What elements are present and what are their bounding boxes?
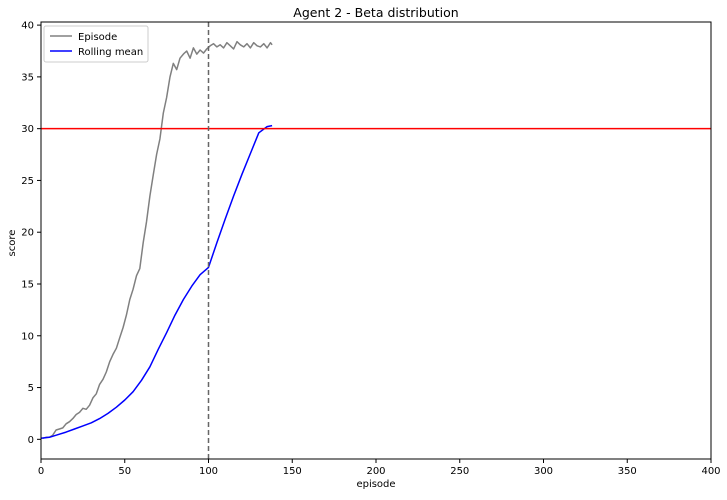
x-tick-label: 400 xyxy=(701,466,720,477)
y-tick-label: 25 xyxy=(21,176,34,187)
x-tick-label: 250 xyxy=(450,466,469,477)
x-tick-label: 50 xyxy=(118,466,131,477)
legend: Episode Rolling mean xyxy=(43,25,149,63)
y-tick-label: 35 xyxy=(21,72,34,83)
plot-area: 0 50 100 150 200 250 300 350 400 0 5 10 15 20 25 30 35 40 xyxy=(21,21,720,477)
series-line-rolling-mean xyxy=(40,124,273,440)
y-tick-label: 0 xyxy=(28,435,34,446)
legend-label-episode: Episode xyxy=(78,32,117,43)
y-tick-label: 30 xyxy=(21,124,34,135)
legend-frame xyxy=(43,25,149,63)
y-tick-label: 20 xyxy=(21,228,34,239)
y-tick-label: 40 xyxy=(21,21,34,32)
x-tick-label: 300 xyxy=(534,466,553,477)
x-tick-label: 350 xyxy=(618,466,637,477)
chart-title: Agent 2 - Beta distribution xyxy=(293,5,458,20)
x-tick-label: 200 xyxy=(366,466,385,477)
y-tick-label: 10 xyxy=(21,331,34,342)
legend-label-rolling-mean: Rolling mean xyxy=(78,47,143,58)
y-tick-label: 5 xyxy=(28,383,34,394)
series-line-episode xyxy=(42,40,273,440)
x-tick-label: 100 xyxy=(199,466,218,477)
x-tick-label: 0 xyxy=(38,466,44,477)
x-tick-label: 150 xyxy=(283,466,302,477)
x-axis-label: episode xyxy=(356,479,395,490)
y-axis-label: score xyxy=(7,230,18,257)
y-tick-label: 15 xyxy=(21,279,34,290)
